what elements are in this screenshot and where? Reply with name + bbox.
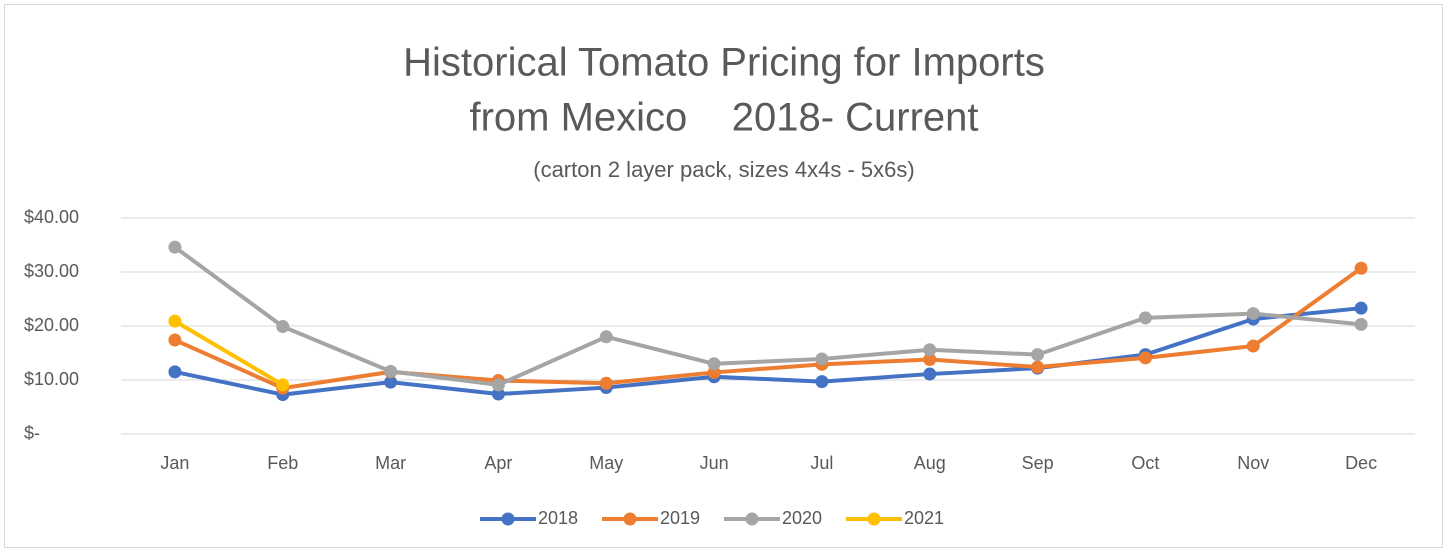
data-point xyxy=(599,376,613,390)
legend-marker xyxy=(745,512,759,526)
x-tick-label: Jun xyxy=(700,453,729,473)
chart-title: Historical Tomato Pricing for Imports xyxy=(403,41,1045,85)
chart-title: from Mexico 2018- Current xyxy=(469,96,978,140)
series-line xyxy=(174,266,1363,391)
data-point xyxy=(276,320,290,334)
legend-label: 2018 xyxy=(538,508,578,528)
data-point xyxy=(168,314,182,328)
legend-label: 2019 xyxy=(660,508,700,528)
legend-label: 2021 xyxy=(904,508,944,528)
legend-marker xyxy=(867,512,881,526)
chart-subtitle: (carton 2 layer pack, sizes 4x4s - 5x6s) xyxy=(533,157,914,182)
data-point xyxy=(168,240,182,254)
y-tick-label: $30.00 xyxy=(24,261,79,281)
data-point xyxy=(1138,311,1152,325)
series-line xyxy=(173,245,1362,387)
x-tick-label: Sep xyxy=(1022,453,1054,473)
x-tick-label: Oct xyxy=(1131,453,1159,473)
x-tick-label: Jan xyxy=(160,453,189,473)
legend-marker xyxy=(623,512,637,526)
data-point xyxy=(384,375,398,389)
data-point xyxy=(923,352,937,366)
data-point xyxy=(491,387,505,401)
data-point xyxy=(1354,317,1368,331)
x-tick-label: Feb xyxy=(267,453,298,473)
data-point xyxy=(1246,307,1260,321)
series-line xyxy=(173,319,284,387)
data-point xyxy=(168,365,182,379)
legend-label: 2020 xyxy=(782,508,822,528)
x-tick-label: Apr xyxy=(484,453,512,473)
data-point xyxy=(1031,348,1045,362)
data-point xyxy=(815,352,829,366)
y-tick-label: $10.00 xyxy=(24,369,79,389)
data-point xyxy=(1354,301,1368,315)
data-point xyxy=(923,343,937,357)
data-point xyxy=(491,378,505,392)
data-point xyxy=(276,378,290,392)
data-point xyxy=(168,333,182,347)
x-tick-label: May xyxy=(589,453,623,473)
y-tick-label: $20.00 xyxy=(24,315,79,335)
legend-marker xyxy=(501,512,515,526)
x-tick-label: Dec xyxy=(1345,453,1377,473)
y-tick-label: $40.00 xyxy=(24,207,79,227)
data-point xyxy=(707,357,721,371)
data-point xyxy=(923,367,937,381)
x-tick-label: Nov xyxy=(1237,453,1269,473)
series-line xyxy=(174,306,1362,397)
data-point xyxy=(384,364,398,378)
data-point xyxy=(1246,339,1260,353)
x-tick-label: Mar xyxy=(375,453,406,473)
y-tick-label: $- xyxy=(24,423,40,443)
chart-border xyxy=(4,4,1443,548)
data-point xyxy=(815,375,829,389)
data-point xyxy=(599,330,613,344)
data-point xyxy=(1031,360,1045,374)
x-tick-label: Jul xyxy=(810,453,833,473)
data-point xyxy=(1138,351,1152,365)
data-point xyxy=(1354,261,1368,275)
x-tick-label: Aug xyxy=(914,453,946,473)
